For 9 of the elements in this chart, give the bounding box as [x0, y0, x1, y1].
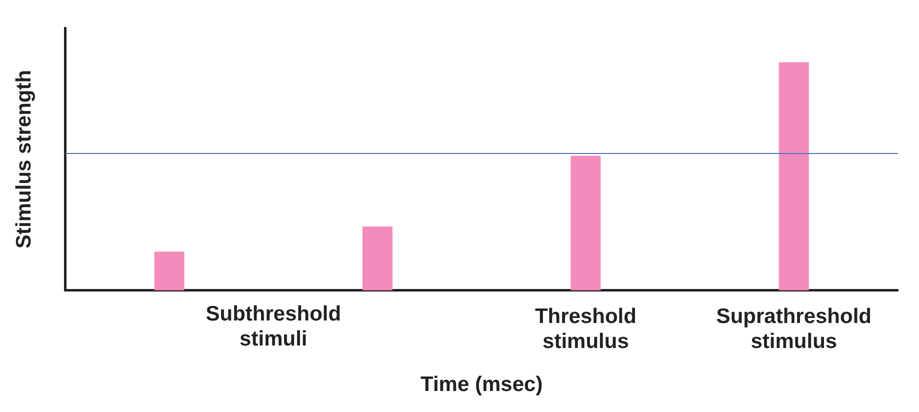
bar	[362, 226, 392, 290]
bar	[570, 156, 601, 290]
x-axis-title: Time (msec)	[420, 373, 543, 396]
bar	[778, 62, 809, 290]
x-tick-label: Suprathreshold stimulus	[716, 304, 872, 353]
y-axis-title: Stimulus strength	[12, 70, 36, 248]
x-tick-label: Threshold stimulus	[534, 304, 636, 353]
text: Subthreshold stimuli	[206, 302, 342, 351]
bar	[154, 252, 184, 290]
